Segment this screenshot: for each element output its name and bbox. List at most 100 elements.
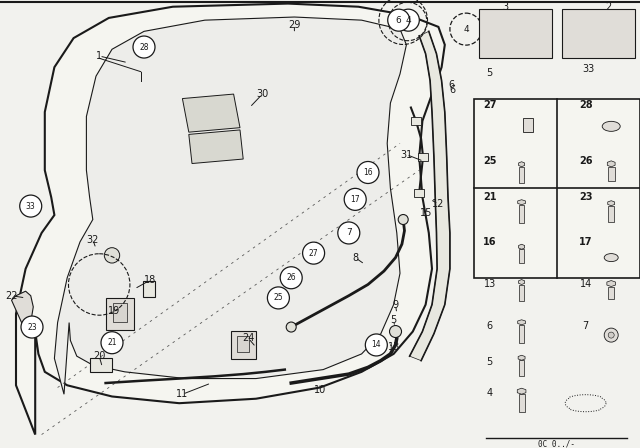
Bar (519, 360, 524, 376)
Circle shape (388, 9, 410, 31)
Text: 6: 6 (449, 85, 456, 95)
Polygon shape (517, 388, 526, 394)
Text: 13: 13 (387, 342, 400, 352)
Circle shape (604, 328, 618, 342)
Text: 16: 16 (483, 237, 497, 247)
Bar (519, 325, 524, 343)
Circle shape (303, 242, 324, 264)
Text: 6: 6 (396, 16, 401, 25)
Polygon shape (518, 280, 525, 284)
Circle shape (268, 287, 289, 309)
Text: 18: 18 (144, 275, 157, 285)
Polygon shape (608, 201, 614, 206)
Polygon shape (189, 130, 243, 164)
Polygon shape (12, 291, 33, 332)
Text: 4: 4 (486, 388, 493, 398)
Text: 7: 7 (582, 321, 589, 331)
Circle shape (608, 332, 614, 338)
Polygon shape (518, 244, 525, 249)
Text: 33: 33 (582, 65, 595, 74)
Bar (143, 281, 155, 297)
Text: 22: 22 (5, 291, 18, 301)
Text: 33: 33 (26, 202, 36, 211)
Circle shape (344, 188, 366, 211)
Text: 21: 21 (483, 192, 497, 202)
Polygon shape (518, 200, 525, 205)
Text: 14: 14 (371, 340, 381, 349)
Polygon shape (518, 162, 525, 167)
Polygon shape (54, 17, 406, 394)
Text: 9: 9 (392, 300, 399, 310)
Text: 2: 2 (605, 2, 611, 12)
Bar (411, 117, 421, 125)
Circle shape (280, 267, 302, 289)
Bar (90, 358, 112, 372)
Text: 21: 21 (108, 338, 116, 347)
Bar (518, 394, 525, 412)
Polygon shape (410, 31, 450, 361)
Text: 26: 26 (286, 273, 296, 282)
Text: 12: 12 (432, 199, 445, 209)
Text: 29: 29 (288, 20, 301, 30)
Ellipse shape (604, 254, 618, 262)
Text: 25: 25 (483, 156, 497, 166)
Text: 26: 26 (579, 156, 593, 166)
Text: 27: 27 (483, 100, 497, 110)
Text: 17: 17 (579, 237, 593, 247)
Circle shape (104, 248, 120, 263)
Circle shape (365, 334, 387, 356)
Bar (418, 153, 428, 161)
Bar (474, 99, 640, 278)
Polygon shape (518, 320, 525, 325)
Bar (608, 287, 614, 298)
Text: 5: 5 (390, 315, 397, 325)
Text: 5: 5 (486, 68, 493, 78)
Polygon shape (16, 4, 445, 435)
Text: 14: 14 (579, 280, 592, 289)
Circle shape (21, 316, 43, 338)
Ellipse shape (602, 121, 620, 131)
Text: 13: 13 (483, 280, 496, 289)
Text: 16: 16 (363, 168, 373, 177)
Ellipse shape (605, 329, 617, 341)
Circle shape (20, 195, 42, 217)
Text: 3: 3 (502, 2, 509, 12)
Bar (608, 167, 614, 181)
Text: 4: 4 (463, 25, 468, 34)
Bar (519, 205, 524, 223)
Circle shape (357, 161, 379, 184)
Bar (237, 336, 250, 353)
Polygon shape (479, 9, 552, 58)
Text: 1: 1 (96, 51, 102, 61)
Text: 20: 20 (93, 351, 106, 361)
Text: 28: 28 (579, 100, 593, 110)
Bar (519, 284, 524, 301)
Text: 23: 23 (27, 323, 37, 332)
Circle shape (101, 332, 123, 354)
Bar (519, 249, 524, 263)
Polygon shape (607, 161, 615, 167)
Circle shape (397, 9, 419, 31)
Circle shape (398, 215, 408, 224)
Bar (523, 118, 533, 133)
Polygon shape (562, 9, 635, 58)
Text: 11: 11 (176, 389, 189, 399)
Text: 6: 6 (486, 321, 493, 331)
Text: 6: 6 (448, 80, 454, 90)
Text: 32: 32 (86, 235, 99, 245)
Text: 15: 15 (420, 208, 433, 218)
Text: 0C 0../-: 0C 0../- (538, 440, 575, 448)
Circle shape (390, 326, 401, 337)
Text: 31: 31 (400, 150, 413, 159)
Text: 5: 5 (486, 357, 493, 367)
Polygon shape (518, 355, 525, 360)
Bar (519, 167, 524, 183)
Circle shape (286, 322, 296, 332)
Bar (106, 297, 134, 330)
Text: 27: 27 (308, 249, 319, 258)
Text: 23: 23 (579, 192, 593, 202)
Text: 24: 24 (242, 333, 255, 343)
Text: 30: 30 (256, 89, 269, 99)
Text: 10: 10 (314, 385, 326, 395)
Text: 28: 28 (140, 43, 148, 52)
